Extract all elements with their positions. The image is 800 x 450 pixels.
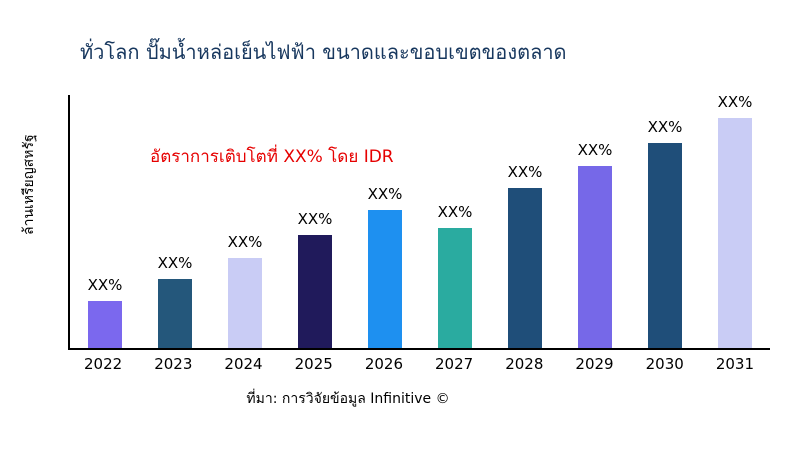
bar [368, 210, 402, 348]
bar-group: XX% [700, 93, 770, 348]
x-tick-label: 2024 [224, 355, 263, 373]
x-tick-label: 2026 [364, 355, 403, 373]
bars: XX% XX% XX% XX% XX% XX% XX% XX% XX% XX% [70, 93, 770, 348]
x-tick-label: 2025 [294, 355, 333, 373]
growth-annotation: อัตราการเติบโตที่ XX% โดย IDR [150, 147, 394, 167]
bar-value-label: XX% [717, 93, 753, 111]
bar-group: XX% [630, 118, 700, 348]
bar [228, 258, 262, 348]
bar-value-label: XX% [87, 276, 123, 294]
bar-value-label: XX% [577, 141, 613, 159]
x-tick-label: 2030 [645, 355, 684, 373]
bar [88, 301, 122, 348]
x-tick-label: 2031 [715, 355, 755, 373]
bar [718, 118, 752, 348]
bar-value-label: XX% [647, 118, 683, 136]
x-axis-labels: 2022 2023 2024 2025 2026 2027 2028 2029 2030 2031 [68, 355, 770, 373]
bar-group: XX% [140, 254, 210, 348]
y-axis-label: ล้านเหรียญสหรัฐ [21, 134, 37, 236]
bar-value-label: XX% [297, 210, 333, 228]
x-tick-label: 2022 [84, 355, 123, 373]
bar-value-label: XX% [437, 203, 473, 221]
bar-value-label: XX% [157, 254, 193, 272]
source-caption: ที่มา: การวิจัยข้อมูล Infinitive © [246, 391, 450, 407]
plot-area: XX% XX% XX% XX% XX% XX% XX% XX% XX% XX% [68, 93, 770, 350]
bar-group: XX% [560, 141, 630, 348]
bar-value-label: XX% [227, 233, 263, 251]
bar [578, 166, 612, 348]
bar-value-label: XX% [367, 185, 403, 203]
bar-group: XX% [420, 203, 490, 348]
chart-title: ทั่วโลก ปั๊มน้ำหล่อเย็นไฟฟ้า ขนาดและขอบเ… [80, 40, 567, 64]
bar-value-label: XX% [507, 163, 543, 181]
x-tick-label: 2029 [575, 355, 614, 373]
bar-group: XX% [350, 185, 420, 348]
x-tick-label: 2023 [154, 355, 193, 373]
x-tick-label: 2028 [505, 355, 544, 373]
bar [298, 235, 332, 348]
x-tick-label: 2027 [435, 355, 474, 373]
bar-group: XX% [70, 276, 140, 348]
bar-group: XX% [490, 163, 560, 348]
bar-group: XX% [210, 233, 280, 348]
bar-group: XX% [280, 210, 350, 348]
bar [508, 188, 542, 348]
bar [158, 279, 192, 348]
bar [648, 143, 682, 348]
bar [438, 228, 472, 348]
